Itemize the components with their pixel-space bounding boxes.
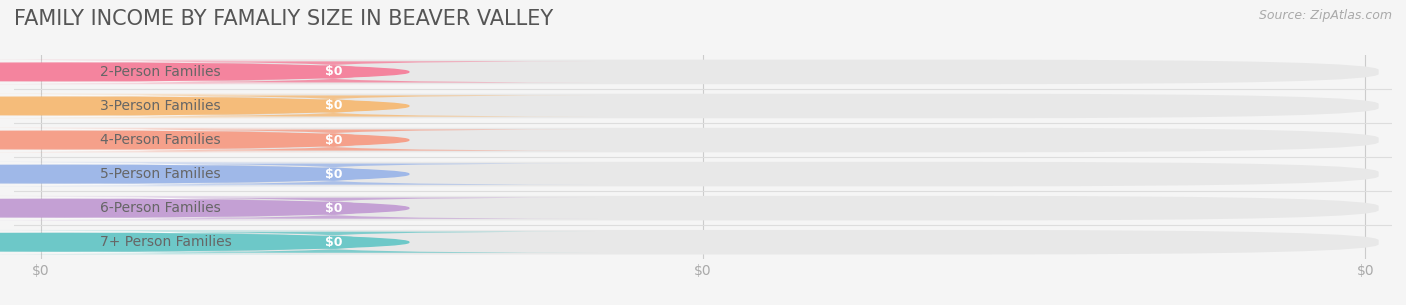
FancyBboxPatch shape xyxy=(0,128,425,152)
Text: $0: $0 xyxy=(325,134,342,146)
Text: $0: $0 xyxy=(325,99,342,113)
FancyBboxPatch shape xyxy=(0,196,425,221)
FancyBboxPatch shape xyxy=(0,95,378,117)
FancyBboxPatch shape xyxy=(27,230,1379,254)
FancyBboxPatch shape xyxy=(70,198,598,219)
FancyBboxPatch shape xyxy=(27,128,1379,152)
FancyBboxPatch shape xyxy=(27,60,1379,84)
FancyBboxPatch shape xyxy=(0,162,425,186)
Text: $0: $0 xyxy=(325,66,342,78)
FancyBboxPatch shape xyxy=(0,130,378,151)
Text: 3-Person Families: 3-Person Families xyxy=(100,99,221,113)
Circle shape xyxy=(0,199,409,217)
FancyBboxPatch shape xyxy=(70,232,598,253)
Text: 2-Person Families: 2-Person Families xyxy=(100,65,221,79)
Text: 4-Person Families: 4-Person Families xyxy=(100,133,221,147)
Text: 7+ Person Families: 7+ Person Families xyxy=(100,235,232,249)
FancyBboxPatch shape xyxy=(70,95,598,117)
Text: FAMILY INCOME BY FAMALIY SIZE IN BEAVER VALLEY: FAMILY INCOME BY FAMALIY SIZE IN BEAVER … xyxy=(14,9,554,29)
Text: Source: ZipAtlas.com: Source: ZipAtlas.com xyxy=(1258,9,1392,22)
Circle shape xyxy=(0,131,409,149)
FancyBboxPatch shape xyxy=(0,61,378,82)
Text: 6-Person Families: 6-Person Families xyxy=(100,201,221,215)
Circle shape xyxy=(0,165,409,183)
Circle shape xyxy=(0,63,409,81)
FancyBboxPatch shape xyxy=(70,130,598,151)
Text: $0: $0 xyxy=(325,236,342,249)
FancyBboxPatch shape xyxy=(27,196,1379,221)
FancyBboxPatch shape xyxy=(0,94,425,118)
Circle shape xyxy=(0,97,409,115)
FancyBboxPatch shape xyxy=(70,61,598,82)
FancyBboxPatch shape xyxy=(70,163,598,185)
FancyBboxPatch shape xyxy=(0,232,378,253)
FancyBboxPatch shape xyxy=(0,230,425,254)
FancyBboxPatch shape xyxy=(27,162,1379,186)
FancyBboxPatch shape xyxy=(0,198,378,219)
Text: $0: $0 xyxy=(325,168,342,181)
FancyBboxPatch shape xyxy=(0,163,378,185)
FancyBboxPatch shape xyxy=(27,94,1379,118)
Text: 5-Person Families: 5-Person Families xyxy=(100,167,221,181)
Circle shape xyxy=(0,233,409,251)
FancyBboxPatch shape xyxy=(0,60,425,84)
Text: $0: $0 xyxy=(325,202,342,215)
